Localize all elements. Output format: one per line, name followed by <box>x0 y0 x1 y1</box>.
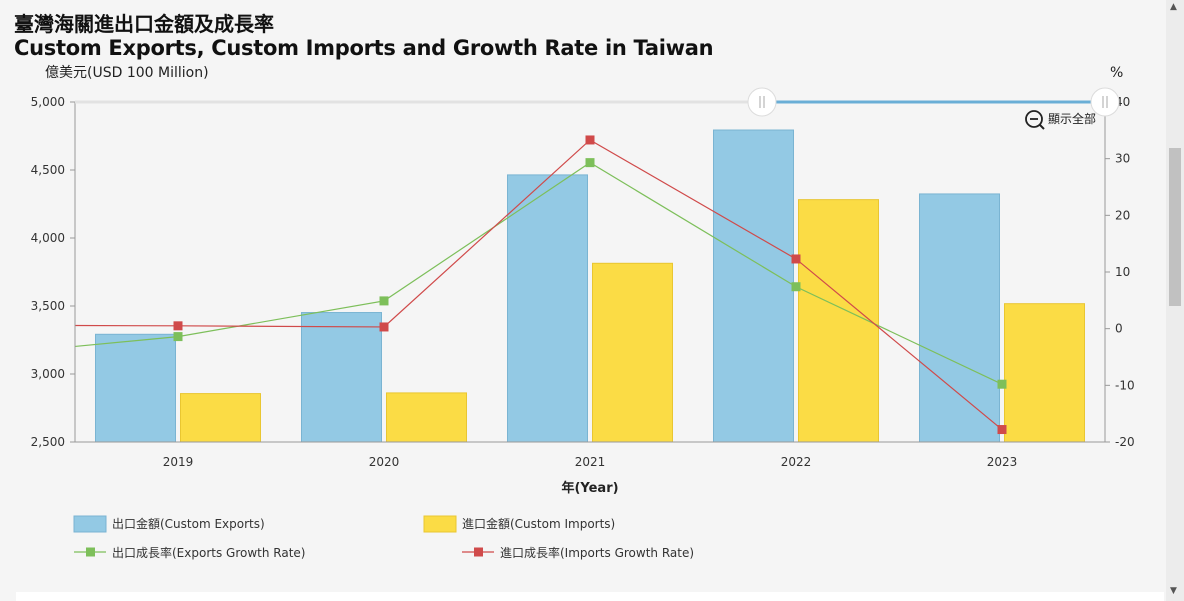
imports-growth-point-2022[interactable] <box>791 254 801 264</box>
zoom-out-icon <box>1025 110 1045 130</box>
exports-growth-line <box>74 161 1003 385</box>
y-left-tick-label: 3,000 <box>31 367 65 381</box>
exports-growth-point-2021[interactable] <box>585 158 595 168</box>
legend-label: 出口成長率(Exports Growth Rate) <box>112 545 305 560</box>
export-bar-2022[interactable] <box>713 129 794 443</box>
legend-marker <box>86 547 95 557</box>
footer-panel <box>16 592 1164 601</box>
page-scrollbar[interactable]: ▲ ▼ <box>1166 0 1184 601</box>
imports-growth-point-2023[interactable] <box>997 425 1007 435</box>
export-bar-2019[interactable] <box>95 333 176 443</box>
x-tick-label: 2022 <box>781 455 812 469</box>
exports-growth-point-2023[interactable] <box>997 379 1007 389</box>
legend-item-1[interactable]: 進口金額(Custom Imports) <box>423 515 615 533</box>
export-bar-2020[interactable] <box>301 312 382 443</box>
x-tick-label: 2023 <box>987 455 1018 469</box>
y-left-tick-label: 5,000 <box>31 95 65 109</box>
y-axis-right-label: % <box>1110 65 1123 81</box>
x-tick-label: 2021 <box>575 455 606 469</box>
exports-growth-point-2020[interactable] <box>379 296 389 306</box>
scroll-up-arrow-icon[interactable]: ▲ <box>1170 2 1177 12</box>
legend-label: 進口金額(Custom Imports) <box>462 516 615 531</box>
exports-growth-point-2022[interactable] <box>791 282 801 292</box>
legend-item-3[interactable]: 進口成長率(Imports Growth Rate) <box>462 545 694 560</box>
import-bar-2021[interactable] <box>592 262 673 443</box>
export-bar-2023[interactable] <box>919 193 1000 443</box>
y-axis-left-label: 億美元(USD 100 Million) <box>45 65 209 81</box>
legend-label: 進口成長率(Imports Growth Rate) <box>500 545 694 560</box>
y-left-tick-label: 2,500 <box>31 435 65 449</box>
x-tick-label: 2019 <box>163 455 194 469</box>
import-bar-2023[interactable] <box>1004 303 1085 443</box>
y-right-tick-label: 30 <box>1115 152 1130 166</box>
imports-growth-point-2021[interactable] <box>585 135 595 145</box>
show-all-button[interactable]: 顯示全部 <box>1025 110 1096 130</box>
chart-title-en: Custom Exports, Custom Imports and Growt… <box>14 36 714 60</box>
y-right-tick-label: 20 <box>1115 208 1130 222</box>
y-right-tick-label: -10 <box>1115 378 1135 392</box>
chart-title-zh: 臺灣海關進出口金額及成長率 <box>14 12 274 36</box>
legend-marker <box>474 547 483 557</box>
y-left-tick-label: 4,000 <box>31 231 65 245</box>
legend-item-0[interactable]: 出口金額(Custom Exports) <box>73 515 265 533</box>
imports-growth-line <box>74 139 1003 430</box>
y-right-tick-label: -20 <box>1115 435 1135 449</box>
x-tick-label: 2020 <box>369 455 400 469</box>
range-slider[interactable] <box>75 87 1120 117</box>
y-right-tick-label: 0 <box>1115 322 1123 336</box>
import-bar-2020[interactable] <box>386 392 467 443</box>
scrollbar-thumb[interactable] <box>1169 148 1181 306</box>
y-left-tick-label: 4,500 <box>31 163 65 177</box>
imports-growth-point-2019[interactable] <box>173 321 183 331</box>
import-bar-2019[interactable] <box>180 393 261 443</box>
legend-item-2[interactable]: 出口成長率(Exports Growth Rate) <box>74 545 305 560</box>
show-all-label: 顯示全部 <box>1048 111 1096 126</box>
y-left-tick-label: 3,500 <box>31 299 65 313</box>
exports-growth-point-2019[interactable] <box>173 332 183 342</box>
legend-swatch <box>73 515 107 533</box>
y-right-tick-label: 10 <box>1115 265 1130 279</box>
range-slider-right-handle[interactable] <box>1090 87 1120 117</box>
export-bar-2021[interactable] <box>507 174 588 443</box>
legend-label: 出口金額(Custom Exports) <box>112 516 265 531</box>
imports-growth-point-2020[interactable] <box>379 322 389 332</box>
legend-swatch <box>423 515 457 533</box>
scroll-down-arrow-icon[interactable]: ▼ <box>1170 586 1177 596</box>
import-bar-2022[interactable] <box>798 199 879 443</box>
x-axis-title: 年(Year) <box>561 480 618 496</box>
range-slider-left-handle[interactable] <box>747 87 777 117</box>
